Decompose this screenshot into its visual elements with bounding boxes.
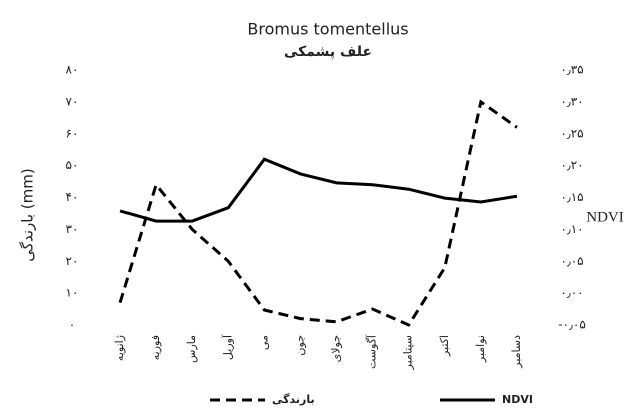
x-tick-label: ژانویه [113, 335, 126, 361]
x-tick-label: جون [293, 335, 306, 356]
x-tick-label: اکتبر [438, 335, 451, 357]
y-tick-label: ۲۰ [66, 254, 79, 268]
y2-tick-label: ۰٫۰۵ [560, 254, 583, 268]
y-tick-label: ۸۰ [66, 63, 79, 77]
y-tick-label: ۰ [69, 318, 75, 332]
series-line [118, 99, 518, 327]
y2-tick-label: ۰٫۰۰ [560, 286, 583, 300]
y-axis-label: بارندگی (mm) [19, 168, 37, 261]
x-tick-label: جولای [330, 335, 343, 362]
chart-title: Bromus tomentellus [247, 20, 408, 39]
y2-tick-label: ۰٫۱۰ [560, 222, 583, 236]
x-tick-label: آگوست [365, 334, 379, 369]
y2-tick-label: -۰٫۰۵ [558, 318, 586, 332]
x-tick-label: فوریه [149, 335, 162, 360]
chart-subtitle: علف پشمکی [284, 44, 372, 60]
legend-label: بارندگی [272, 393, 315, 406]
y-tick-label: ۵۰ [66, 158, 79, 172]
y2-tick-label: ۰٫۲۰ [560, 158, 583, 172]
y2-axis-label: NDVI [586, 209, 624, 225]
y-tick-label: ۷۰ [66, 94, 79, 108]
y2-tick-label: ۰٫۱۵ [560, 190, 583, 204]
x-tick-label: نوامبر [474, 335, 487, 363]
x-tick-label: دسامبر [510, 335, 523, 369]
y-tick-label: ۳۰ [66, 222, 79, 236]
x-tick-label: سپتامبر [402, 335, 415, 371]
y-tick-label: ۶۰ [66, 126, 79, 140]
y-tick-label: ۱۰ [66, 286, 79, 300]
x-tick-label: مارس [185, 335, 198, 363]
legend-label: NDVI [502, 393, 533, 406]
y2-tick-label: ۰٫۲۵ [560, 126, 583, 140]
y2-tick-label: ۰٫۳۰ [560, 94, 583, 108]
x-tick-label: آوریل [220, 334, 234, 360]
series-line [119, 157, 518, 223]
x-tick-label: می [257, 335, 270, 350]
y-tick-label: ۴۰ [66, 190, 79, 204]
y2-tick-label: ۰٫۳۵ [560, 63, 583, 77]
